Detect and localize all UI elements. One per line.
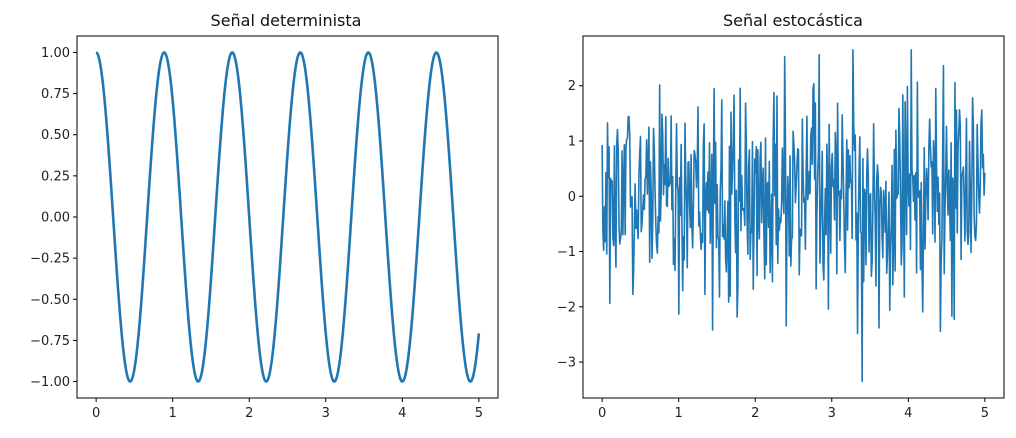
x-tick-label: 2 (245, 406, 253, 421)
y-tick-label: 1.00 (41, 46, 70, 61)
chart-stochastic: Señal estocástica 0 1 2 3 4 5 2 1 0 −1 −2 −3 (557, 11, 1005, 421)
axis-ticks: 0 1 2 3 4 5 2 1 0 −1 −2 −3 (557, 79, 989, 421)
x-tick-label: 1 (169, 406, 177, 421)
y-tick-label: −0.25 (30, 252, 70, 267)
y-tick-label: −1.00 (30, 375, 70, 390)
plot-frame (582, 35, 1005, 399)
chart-title: Señal determinista (211, 11, 362, 30)
y-tick-label: 1 (568, 135, 576, 150)
y-tick-label: −2 (557, 300, 576, 315)
chart-title: Señal estocástica (723, 11, 863, 30)
x-tick-label: 5 (475, 406, 483, 421)
plot-area (95, 51, 481, 383)
x-tick-label: 4 (904, 406, 912, 421)
y-tick-label: 0.00 (41, 211, 70, 226)
x-tick-label: 1 (675, 406, 683, 421)
chart-deterministic: Señal determinista 0 1 2 3 4 5 1.00 0.75 0.50 0.2… (30, 11, 499, 421)
x-tick-label: 2 (751, 406, 759, 421)
y-tick-label: 0.25 (41, 169, 70, 184)
plot-frame (76, 35, 499, 399)
x-tick-label: 0 (598, 406, 606, 421)
y-tick-label: −3 (557, 356, 576, 371)
series-line (95, 51, 481, 383)
x-tick-label: 4 (398, 406, 406, 421)
y-tick-label: 2 (568, 79, 576, 94)
y-tick-label: 0.75 (41, 87, 70, 102)
y-tick-label: −0.75 (30, 334, 70, 349)
series-line (601, 49, 986, 383)
y-tick-label: 0 (568, 190, 576, 205)
x-tick-label: 0 (92, 406, 100, 421)
x-tick-label: 3 (322, 406, 330, 421)
axis-ticks: 0 1 2 3 4 5 1.00 0.75 0.50 0.25 0.00 −0.25 −0.50 −0.7… (30, 46, 483, 421)
y-tick-label: −1 (557, 245, 576, 260)
x-tick-label: 5 (981, 406, 989, 421)
plot-area (601, 49, 986, 383)
y-tick-label: 0.50 (41, 128, 70, 143)
y-tick-label: −0.50 (30, 293, 70, 308)
x-tick-label: 3 (828, 406, 836, 421)
